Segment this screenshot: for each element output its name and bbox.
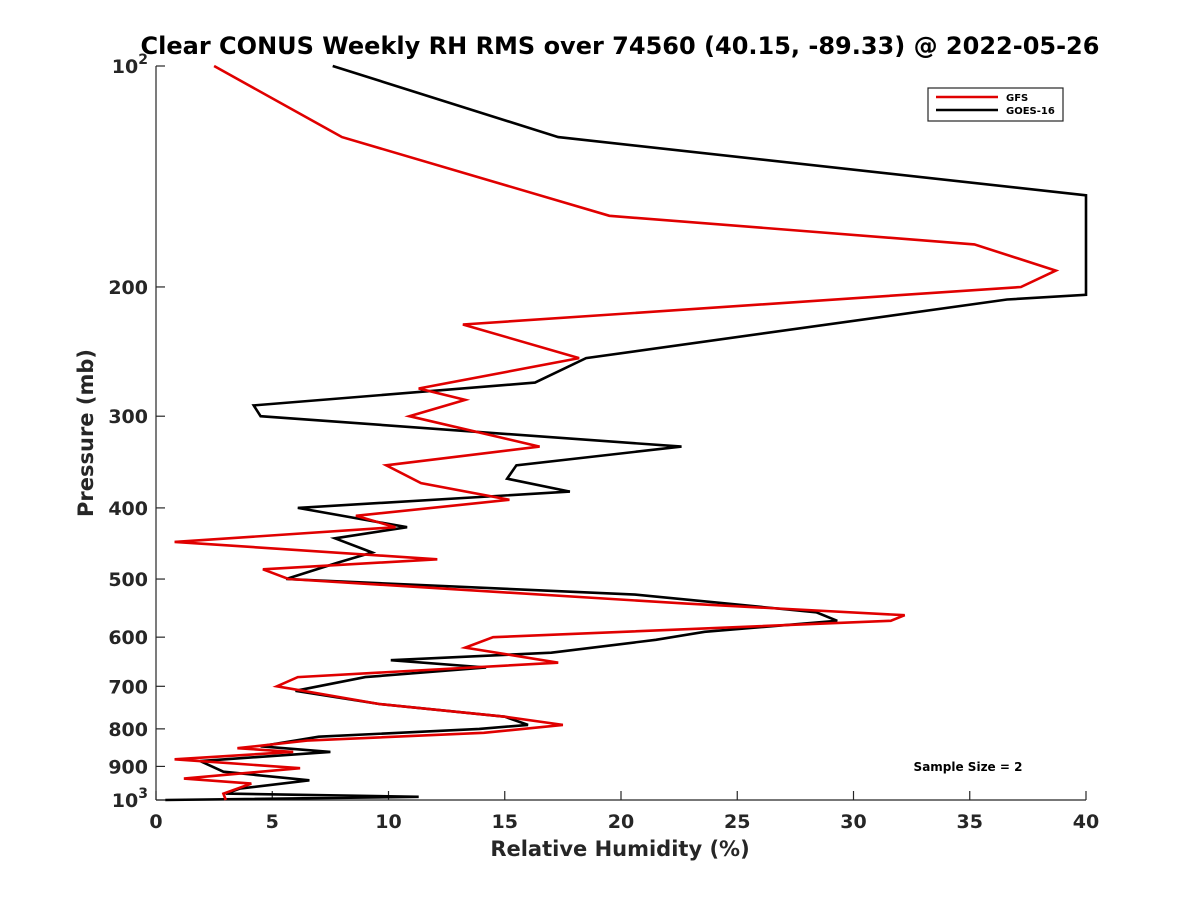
y-axis: 102 200 300 400 500 600 700 800 900 103 xyxy=(108,52,165,812)
x-axis: 0 5 10 15 20 25 30 35 40 xyxy=(149,791,1099,833)
x-tick-label: 25 xyxy=(724,811,750,833)
legend: GFS GOES-16 xyxy=(927,87,1064,122)
x-tick-label: 15 xyxy=(492,811,518,833)
y-tick-label: 900 xyxy=(108,756,148,778)
x-tick-label: 40 xyxy=(1073,811,1099,833)
legend-label-gfs: GFS xyxy=(1006,93,1028,104)
legend-label-goes-16: GOES-16 xyxy=(1006,106,1055,117)
x-tick-label: 10 xyxy=(375,811,401,833)
x-axis-label: Relative Humidity (%) xyxy=(490,837,749,861)
y-tick-label: 103 xyxy=(112,786,148,812)
chart-title: Clear CONUS Weekly RH RMS over 74560 (40… xyxy=(141,32,1100,60)
y-tick-label: 600 xyxy=(108,627,148,649)
sample-size-annotation: Sample Size = 2 xyxy=(914,760,1023,774)
y-tick-label: 200 xyxy=(108,277,148,299)
series-layer xyxy=(165,64,1088,802)
y-tick-label: 102 xyxy=(112,52,148,78)
x-tick-label: 0 xyxy=(149,811,162,833)
x-tick-label: 5 xyxy=(266,811,279,833)
y-tick-label: 800 xyxy=(108,719,148,741)
legend-box xyxy=(927,87,1064,122)
y-tick-label: 700 xyxy=(108,676,148,698)
x-tick-label: 35 xyxy=(957,811,983,833)
x-tick-label: 20 xyxy=(608,811,634,833)
y-tick-label: 400 xyxy=(108,498,148,520)
series-line-gfs xyxy=(174,64,1060,801)
y-tick-label: 500 xyxy=(108,569,148,591)
x-tick-label: 30 xyxy=(840,811,866,833)
y-axis-label: Pressure (mb) xyxy=(74,349,98,517)
y-tick-label: 300 xyxy=(108,406,148,428)
series-line-goes-16 xyxy=(165,64,1088,802)
